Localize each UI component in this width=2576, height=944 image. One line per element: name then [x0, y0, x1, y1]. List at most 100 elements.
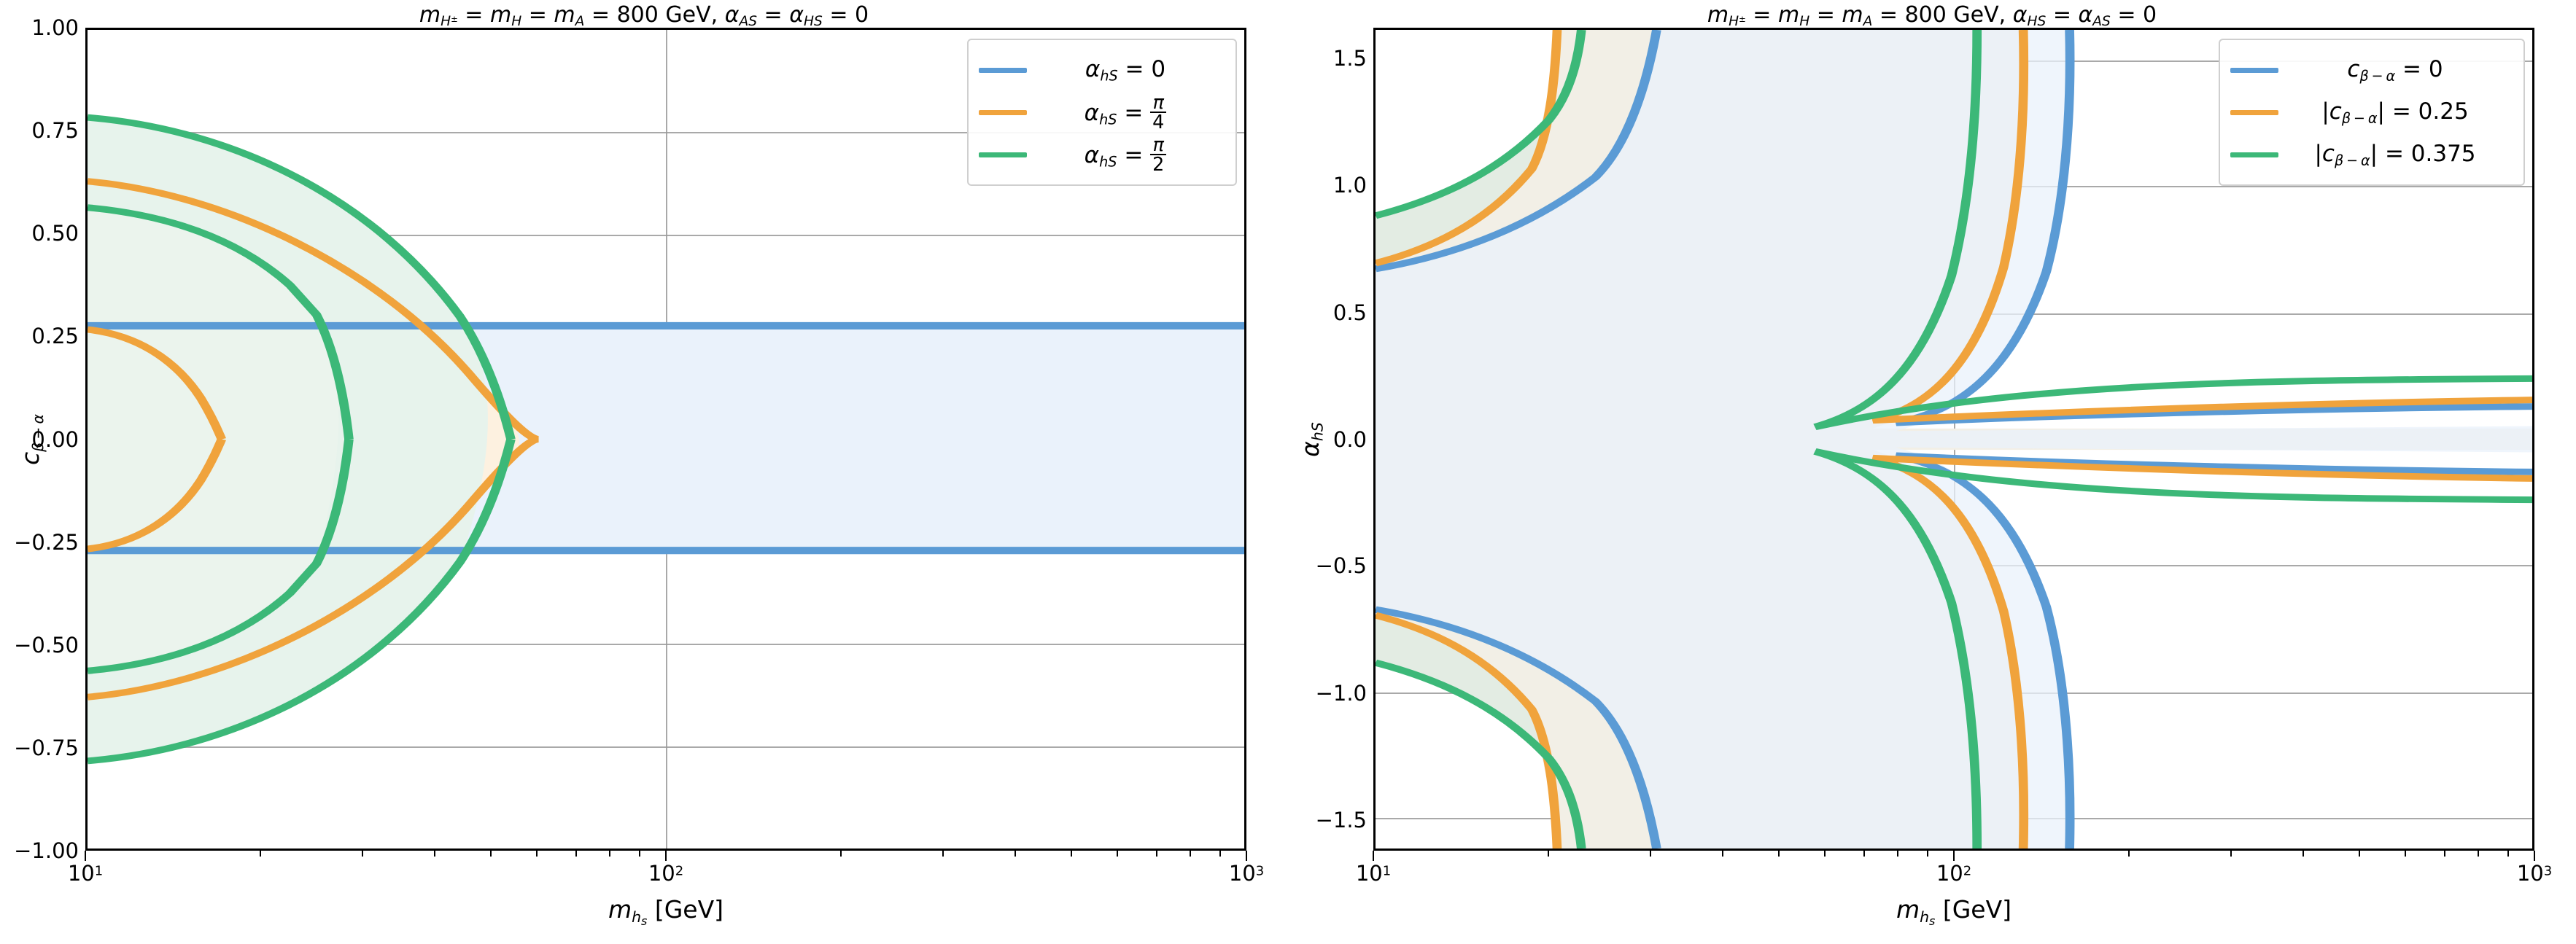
xtick-minor [1649, 851, 1651, 857]
orange-lower-left-edge [1376, 612, 1562, 849]
xtick-minor [1015, 851, 1017, 857]
xtick-minor [2230, 851, 2232, 857]
green-inner-lower-edge [88, 439, 354, 674]
orange-upper-edge [88, 178, 540, 442]
panel-right-plot-area: cβ − α = 0 |cβ − α| = 0.25 |cβ − α| = 0.… [1373, 28, 2534, 851]
xtick-minor [1547, 851, 1549, 857]
legend-swatch-green [2230, 152, 2278, 157]
xtick-minor [259, 851, 261, 857]
ytick-label: 0.0 [1332, 426, 1367, 452]
xtick-label: 103 [2516, 861, 2553, 886]
legend-label-orange: |cβ − α| = 0.25 [2321, 98, 2469, 127]
orange-inner-upper-edge [88, 326, 227, 440]
ytick-label: 1.5 [1332, 45, 1367, 71]
ytick-label: 0.50 [31, 221, 79, 246]
orange-inner-lower-edge [88, 438, 227, 553]
ytick-label: 0.5 [1332, 300, 1367, 325]
panel-right-legend[interactable]: cβ − α = 0 |cβ − α| = 0.25 |cβ − α| = 0.… [2219, 39, 2525, 186]
panel-right-xticks: 101 102 103 [1356, 851, 2552, 894]
blue-lower-left-edge [1376, 606, 1661, 849]
green-lower-right-edge [1813, 448, 2532, 849]
panel-left-xticks: 101 102 103 [68, 851, 1264, 894]
xtick-minor [2303, 851, 2305, 857]
xtick-minor [839, 851, 842, 857]
ytick-label: −0.25 [14, 529, 79, 555]
legend-label-blue: αhS = 0 [1085, 55, 1166, 85]
ytick-label: −1.0 [1315, 681, 1367, 706]
ytick-label: 0.00 [31, 426, 79, 452]
xtick-label: 101 [1355, 861, 1392, 886]
ytick-label: −0.75 [14, 735, 79, 760]
orange-lower-right-edge [1871, 454, 2532, 849]
xtick-minor [608, 851, 610, 857]
ytick-label: −1.5 [1315, 808, 1367, 833]
panel-right-title: mH± = mH = mA = 800 GeV, αHS = αAS = 0 [1707, 2, 2157, 30]
xtick-minor [638, 851, 640, 857]
xtick-label: 103 [1228, 861, 1265, 886]
ytick-label: −0.50 [14, 632, 79, 658]
ytick-label: 0.25 [31, 324, 79, 349]
xtick-minor [1155, 851, 1157, 857]
xtick-minor [536, 851, 538, 857]
xtick-label: 102 [1936, 861, 1972, 886]
xtick-minor [1219, 851, 1221, 857]
xtick-minor [434, 851, 436, 857]
panel-right-contours [1376, 30, 2532, 849]
xtick-minor [1896, 851, 1898, 857]
legend-swatch-orange [979, 109, 1027, 115]
xtick-minor [2405, 851, 2407, 857]
xtick-label: 101 [67, 861, 104, 886]
legend-swatch-blue [2230, 67, 2278, 73]
green-upper-edge [88, 114, 516, 440]
xtick-major [2534, 851, 2535, 861]
orange-upper-right-edge [1871, 30, 2532, 424]
panel-right: mH± = mH = mA = 800 GeV, αHS = αAS = 0 α… [1288, 0, 2576, 944]
xtick-major [1246, 851, 1247, 861]
ytick-label: 1.00 [31, 15, 79, 40]
xtick-minor [2127, 851, 2130, 857]
xtick-minor [1117, 851, 1119, 857]
xtick-minor [1778, 851, 1780, 857]
panel-left-xlabel: mhs [GeV] [608, 895, 724, 928]
legend-item-blue[interactable]: cβ − α = 0 [2230, 49, 2512, 91]
green-lower-left-edge [1376, 659, 1586, 849]
panel-left-clip [88, 30, 1244, 849]
xtick-minor [490, 851, 492, 857]
blue-band-fill [1376, 30, 2532, 849]
orange-upper-left-edge [1376, 30, 1562, 267]
panel-left-title: mH± = mH = mA = 800 GeV, αAS = αHS = 0 [419, 2, 869, 30]
ytick-label: 0.75 [31, 118, 79, 144]
blue-upper-left-edge [1376, 30, 1661, 273]
panel-left: mH± = mH = mA = 800 GeV, αAS = αHS = 0 c… [14, 2, 1264, 928]
xtick-minor [1863, 851, 1865, 857]
panel-right-ytick-labels: 1.5 1.0 0.5 0.0 −0.5 −1.0 −1.5 [1288, 28, 1367, 851]
xtick-minor [2443, 851, 2445, 857]
legend-item-green[interactable]: |cβ − α| = 0.375 [2230, 133, 2512, 176]
xtick-minor [2359, 851, 2361, 857]
legend-label-green: |cβ − α| = 0.375 [2314, 140, 2476, 169]
legend-swatch-green [979, 152, 1027, 157]
legend-swatch-blue [979, 67, 1027, 73]
xtick-major [1373, 851, 1374, 861]
legend-item-blue[interactable]: αhS = 0 [979, 49, 1224, 91]
ytick-label: −1.00 [14, 838, 79, 863]
xtick-minor [2477, 851, 2479, 857]
xtick-minor [1722, 851, 1724, 857]
xtick-minor [2507, 851, 2509, 857]
green-upper-left-void [1376, 30, 1582, 216]
xtick-major [665, 851, 667, 861]
xtick-minor [1824, 851, 1826, 857]
xtick-minor [1926, 851, 1928, 857]
green-upper-right-edge [1813, 30, 2532, 430]
xtick-minor [1071, 851, 1073, 857]
xtick-major [85, 851, 86, 861]
green-upper-left-edge [1376, 30, 1586, 219]
legend-item-orange[interactable]: |cβ − α| = 0.25 [2230, 91, 2512, 133]
